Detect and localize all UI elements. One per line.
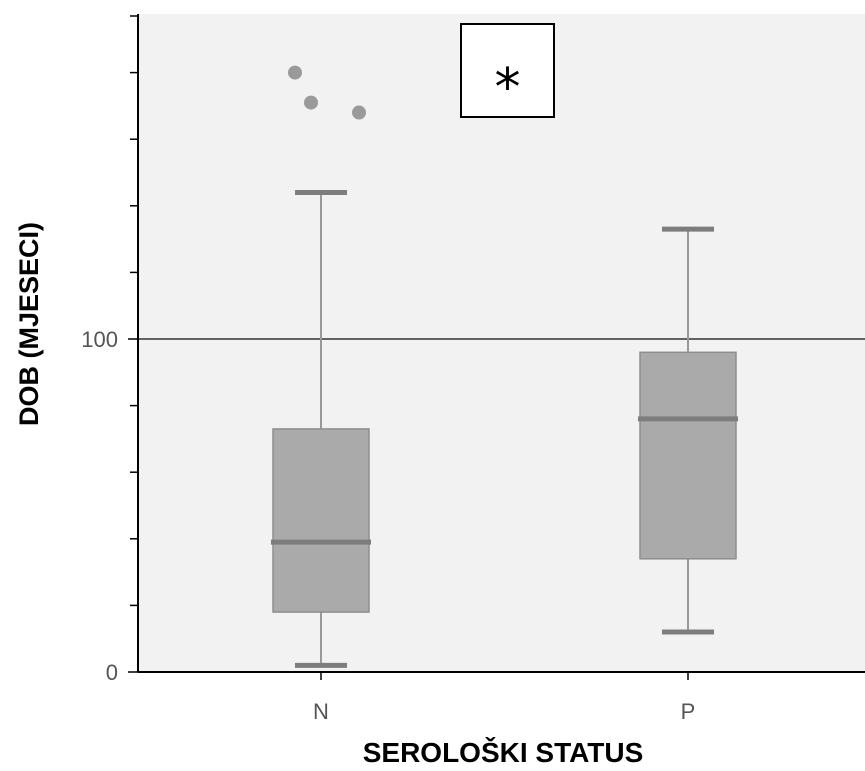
outlier-point bbox=[288, 65, 302, 80]
y-axis-label: DOB (MJESECI) bbox=[14, 222, 44, 426]
outlier-point bbox=[352, 105, 366, 120]
box-P bbox=[639, 351, 737, 560]
outlier-point bbox=[304, 95, 318, 110]
y-tick-label: 100 bbox=[81, 327, 118, 352]
x-tick-label: N bbox=[313, 699, 329, 724]
significance-asterisk: * bbox=[495, 58, 521, 118]
x-axis-label: SEROLOŠKI STATUS bbox=[363, 736, 644, 768]
box-N bbox=[272, 428, 370, 613]
y-tick-label: 0 bbox=[106, 660, 118, 685]
plot-background bbox=[138, 14, 865, 672]
axis-layer: 0 100 N P bbox=[81, 14, 865, 724]
x-tick-label: P bbox=[681, 699, 696, 724]
annotation-layer: * bbox=[460, 23, 555, 118]
box-layer bbox=[271, 65, 738, 668]
significance-box bbox=[460, 23, 555, 118]
